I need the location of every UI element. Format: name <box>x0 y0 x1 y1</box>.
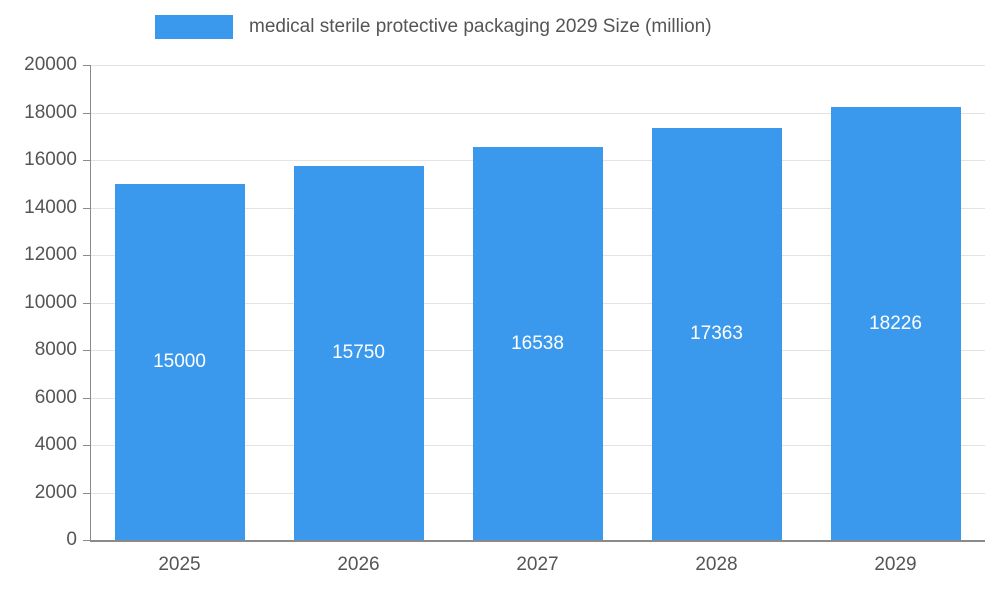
y-axis-tick <box>83 492 90 494</box>
y-axis-tick <box>83 350 90 351</box>
y-tick-label: 12000 <box>24 244 77 265</box>
y-axis-tick <box>83 302 90 304</box>
bar-value-label: 15000 <box>153 350 206 372</box>
x-tick-label: 2028 <box>695 554 738 575</box>
y-axis-tick <box>83 65 90 66</box>
gridline <box>90 65 985 66</box>
x-axis-line <box>90 540 985 542</box>
y-tick-label: 4000 <box>34 434 77 455</box>
bar-value-label: 16538 <box>511 332 564 354</box>
bar <box>472 147 603 540</box>
y-axis-tick <box>83 540 90 541</box>
gridline <box>90 112 985 114</box>
bar-value-label: 17363 <box>690 322 743 344</box>
x-tick-label: 2026 <box>337 554 380 575</box>
legend-swatch <box>155 15 233 39</box>
legend-label: medical sterile protective packaging 202… <box>249 16 712 37</box>
y-tick-label: 6000 <box>34 386 77 408</box>
y-axis-tick <box>83 207 90 209</box>
bar <box>114 183 245 540</box>
bar <box>651 127 782 540</box>
legend: medical sterile protective packaging 202… <box>155 14 712 40</box>
x-tick-label: 2027 <box>516 554 559 575</box>
bar <box>830 107 961 540</box>
y-axis-tick <box>83 112 90 114</box>
y-axis-tick <box>83 445 90 446</box>
y-axis-line <box>90 65 91 540</box>
y-axis-tick <box>83 397 90 399</box>
bar-value-label: 18226 <box>869 312 922 334</box>
y-tick-label: 18000 <box>24 101 77 123</box>
x-tick-label: 2029 <box>874 554 917 575</box>
y-tick-label: 16000 <box>24 149 77 170</box>
bar <box>293 165 424 540</box>
y-tick-label: 2000 <box>34 481 77 503</box>
bar-value-label: 15750 <box>332 341 385 363</box>
y-axis-tick <box>83 160 90 161</box>
y-tick-label: 20000 <box>24 54 77 75</box>
y-tick-label: 8000 <box>34 339 77 360</box>
y-tick-label: 0 <box>66 529 77 550</box>
y-tick-label: 14000 <box>24 196 77 218</box>
y-axis-tick <box>83 255 90 256</box>
x-tick-label: 2025 <box>158 554 201 575</box>
y-tick-label: 10000 <box>24 291 77 313</box>
